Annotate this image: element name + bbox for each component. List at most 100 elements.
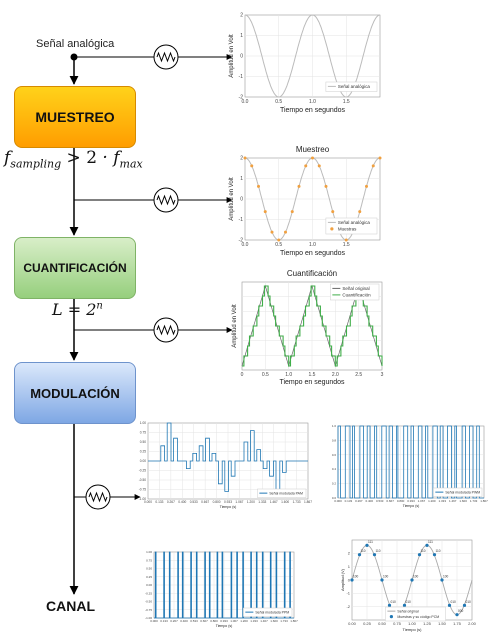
pcm-sample	[417, 553, 422, 557]
pcm-code-label: 110	[376, 549, 381, 553]
pcm-code-label: 111	[368, 540, 373, 544]
y-axis-label: Amplitud (V)	[340, 568, 345, 591]
pcm-sample	[365, 543, 369, 547]
x-tick-label: 1.333	[258, 500, 266, 504]
x-axis-label: Tiempo en segundos	[280, 250, 346, 257]
sample-point	[358, 210, 362, 214]
x-tick-label: 0.667	[201, 500, 209, 504]
sample-point	[257, 184, 260, 188]
y-tick-label: -0.25	[145, 591, 152, 595]
sample-point	[243, 156, 247, 160]
oscilloscope-icon	[153, 187, 179, 213]
chart-title: Cuantificación	[287, 269, 337, 278]
x-tick-label: 0.133	[155, 500, 163, 504]
pcm-sample	[350, 578, 354, 582]
x-tick-label: 0.0	[242, 99, 249, 105]
y-tick-label: -1.00	[139, 497, 146, 501]
sample-point	[297, 184, 301, 188]
pcm-sample	[425, 543, 429, 547]
x-tick-label: 0.75	[393, 621, 402, 626]
y-tick-label: -1	[239, 217, 244, 223]
legend-box	[325, 217, 378, 235]
x-tick-label: 1.200	[428, 499, 436, 503]
y-axis-label: Amplitud en Volt	[229, 34, 235, 78]
y-tick-label: 0.00	[140, 459, 146, 463]
pcm-code-label: 110	[436, 549, 441, 553]
oscilloscope-icon	[153, 44, 179, 70]
pcm-sample	[432, 553, 437, 557]
pwm-signal	[337, 425, 484, 499]
charts-layer: 0.0 0.5 1.0 1.5 2 1 0 -1 -2 Tiempo en segundos Amp…	[139, 13, 488, 632]
x-tick-label: 1.333	[250, 619, 258, 623]
sample-point	[311, 156, 314, 160]
legend-box	[385, 606, 446, 622]
y-tick-label: 0.4	[332, 467, 337, 471]
stage-modulacion[interactable]: MODULACIÓN	[14, 362, 136, 424]
pcm-sample	[372, 553, 377, 557]
pcm-code-label: 100	[353, 575, 359, 579]
y-tick-label: 0.75	[140, 431, 146, 435]
x-axis-label: Tiempo en segundos	[279, 379, 345, 386]
sample-point	[331, 210, 335, 214]
legend-label: Señal modulada PPM	[255, 610, 289, 614]
pcm-code-label: 010	[391, 600, 397, 604]
x-tick-label: 0.000	[334, 499, 342, 503]
y-tick-label: 0.6	[332, 453, 337, 457]
y-tick-label: 0.8	[332, 438, 337, 442]
legend-swatch	[330, 227, 334, 231]
probe-wave	[156, 194, 176, 206]
x-tick-label: 2.00	[468, 621, 477, 626]
y-tick-label: -2	[239, 238, 244, 244]
x-tick-label: 1.333	[439, 499, 447, 503]
x-tick-label: 0.400	[366, 499, 374, 503]
ppm-signal	[154, 551, 294, 619]
y-tick-label: 0.25	[140, 450, 146, 454]
legend-label: Señal modulada PWM	[445, 490, 480, 494]
y-tick-label: 2	[240, 156, 243, 162]
legend-label: Muestras	[338, 226, 357, 231]
legend-label: Señal original	[342, 286, 369, 291]
legend-swatch	[389, 615, 393, 619]
stage-muestreo[interactable]: MUESTREO	[14, 86, 136, 148]
pcm-code-label: 110	[361, 549, 366, 553]
output-channel-label: CANAL	[46, 598, 95, 614]
sample-point	[290, 210, 294, 214]
x-tick-label: 1.200	[240, 619, 248, 623]
y-tick-label: 2	[348, 551, 351, 556]
y-tick-label: 0.50	[140, 440, 146, 444]
y-tick-label: 0.00	[146, 583, 152, 587]
x-tick-label: 0.0	[242, 242, 249, 248]
sample-point	[284, 230, 287, 234]
probe-wave	[156, 324, 176, 336]
x-tick-label: 1.75	[453, 621, 462, 626]
chart-6: 0.000 0.133 0.267 0.400 0.533 0.667 0.800 0.933…	[145, 550, 298, 628]
legend-label: Señal analógica	[338, 84, 371, 89]
chart-3: 0 0.5 1.0 1.5 2.0 2.5 3 Tiempo en segundos Ampli…	[232, 269, 384, 386]
sample-point	[365, 184, 368, 188]
x-tick-label: 2.0	[332, 372, 339, 378]
x-tick-label: 0.267	[170, 619, 178, 623]
pcm-code-label: 111	[428, 540, 433, 544]
x-tick-label: 0.800	[210, 619, 218, 623]
x-tick-label: 0.133	[345, 499, 353, 503]
x-tick-label: 1.0	[309, 99, 316, 105]
x-tick-label: 0.533	[190, 500, 198, 504]
sample-point	[378, 156, 382, 160]
sample-point	[250, 164, 254, 168]
x-tick-label: 1.5	[309, 372, 316, 378]
y-tick-label: -0.75	[145, 608, 152, 612]
chart-4: 0.000 0.133 0.267 0.400 0.533 0.667 0.800 0.933…	[139, 421, 312, 509]
pam-signal	[148, 422, 308, 492]
y-tick-label: 0.0	[332, 496, 337, 500]
x-tick-label: 0.933	[407, 499, 415, 503]
x-tick-label: 0.933	[220, 619, 228, 623]
pcm-sample	[410, 578, 414, 582]
x-tick-label: 0.667	[386, 499, 394, 503]
x-tick-label: 1.5	[343, 99, 350, 105]
x-tick-label: 1.00	[408, 621, 417, 626]
stage-cuantificacion[interactable]: CUANTIFICACIÓN	[14, 237, 136, 299]
pcm-sample	[440, 578, 444, 582]
x-tick-label: 1.467	[260, 619, 268, 623]
y-tick-label: -1	[346, 591, 350, 596]
x-tick-label: 2.5	[355, 372, 362, 378]
